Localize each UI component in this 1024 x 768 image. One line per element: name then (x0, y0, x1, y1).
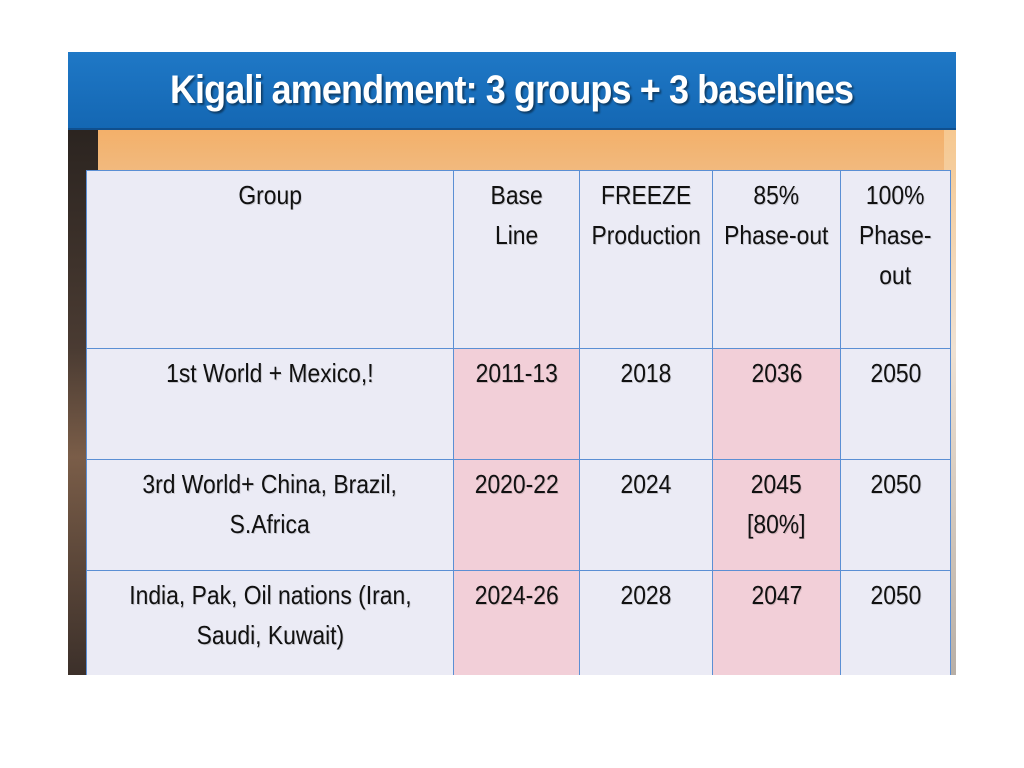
slide: Kigali amendment: 3 groups + 3 baselines… (68, 52, 956, 675)
cell-baseline: 2020-22 (453, 459, 580, 571)
header-phase85: 85% Phase-out (712, 170, 841, 349)
cell-group: 1st World + Mexico,! (86, 348, 454, 460)
title-bar: Kigali amendment: 3 groups + 3 baselines (68, 52, 956, 130)
table-row: 3rd World+ China, Brazil, S.Africa 2020-… (86, 459, 951, 571)
cell-baseline: 2024-26 (453, 570, 580, 675)
cell-group: 3rd World+ China, Brazil, S.Africa (86, 459, 454, 571)
cell-phase100: 2050 (840, 348, 951, 460)
table-row: India, Pak, Oil nations (Iran, Saudi, Ku… (86, 570, 951, 675)
slide-title: Kigali amendment: 3 groups + 3 baselines (170, 67, 854, 112)
kigali-table: Group Base Line FREEZE Production 85% Ph… (86, 170, 951, 675)
cell-freeze: 2024 (579, 459, 713, 571)
cell-freeze: 2018 (579, 348, 713, 460)
table-row: 1st World + Mexico,! 2011-13 2018 2036 2… (86, 348, 951, 460)
cell-group: India, Pak, Oil nations (Iran, Saudi, Ku… (86, 570, 454, 675)
cell-phase100: 2050 (840, 459, 951, 571)
cell-baseline: 2011-13 (453, 348, 580, 460)
cell-phase85: 2045 [80%] (712, 459, 841, 571)
cell-phase85: 2047 (712, 570, 841, 675)
cell-phase100: 2050 (840, 570, 951, 675)
table-header-row: Group Base Line FREEZE Production 85% Ph… (86, 170, 951, 349)
header-freeze: FREEZE Production (579, 170, 713, 349)
cell-phase85: 2036 (712, 348, 841, 460)
header-baseline: Base Line (453, 170, 580, 349)
header-group: Group (86, 170, 454, 349)
cell-freeze: 2028 (579, 570, 713, 675)
header-phase100: 100% Phase- out (840, 170, 951, 349)
